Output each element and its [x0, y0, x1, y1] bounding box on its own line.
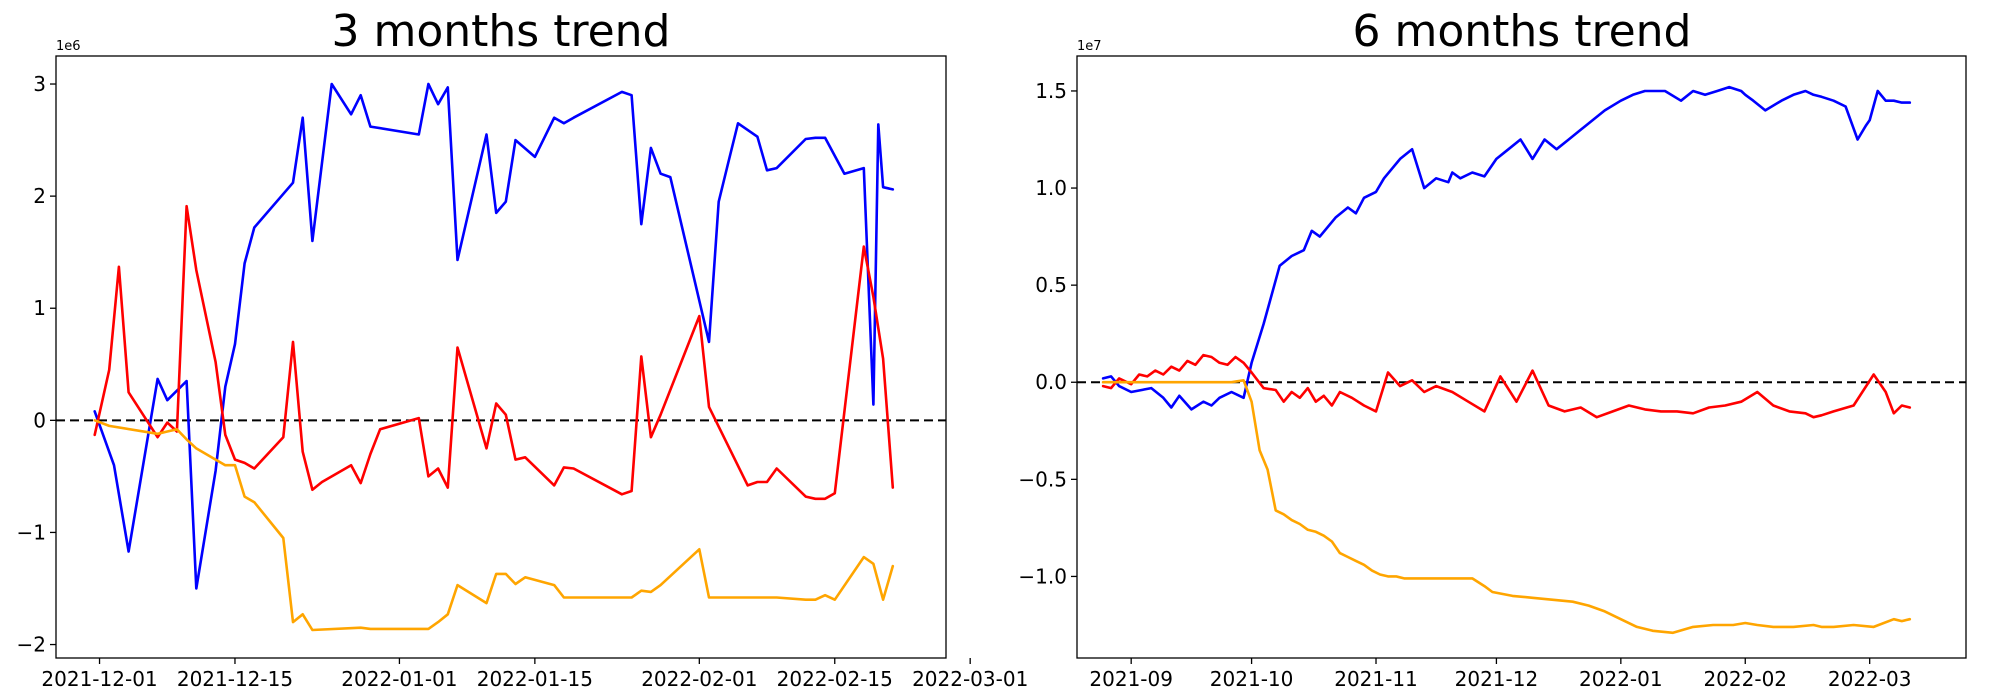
x-tick-label: 2021-09 — [1089, 667, 1173, 691]
x-tick-label: 2021-12-01 — [41, 667, 157, 691]
series-group — [1101, 85, 1912, 635]
y-tick-label: −1.0 — [1018, 564, 1067, 588]
y-tick-label: −1 — [17, 520, 46, 544]
y-tick-label: 1.0 — [1035, 176, 1067, 200]
chart-title: 6 months trend — [1353, 6, 1692, 57]
x-tick-label: 2021-10 — [1210, 667, 1294, 691]
x-tick-label: 2022-01-01 — [341, 667, 457, 691]
series-line-red — [93, 204, 895, 501]
x-tick-label: 2022-03-01 — [912, 667, 1028, 691]
y-tick-label: 0.5 — [1035, 273, 1067, 297]
series-line-orange — [1101, 378, 1912, 635]
chart-title: 3 months trend — [332, 6, 671, 57]
x-tick-label: 2022-01 — [1579, 667, 1663, 691]
series-line-orange — [93, 418, 895, 632]
y-axis-exponent: 1e6 — [56, 39, 81, 54]
x-tick-label: 2021-12-15 — [177, 667, 293, 691]
series-line-blue — [93, 82, 895, 590]
y-tick-label: −0.5 — [1018, 467, 1067, 491]
x-tick-label: 2022-02-15 — [777, 667, 893, 691]
x-tick-label: 2021-12 — [1455, 667, 1539, 691]
y-tick-label: 0.0 — [1035, 370, 1067, 394]
chart-6-months-trend: 6 months trend 1e7 −1.0 −0.5 0.0 0.5 1.0 1.5 2… — [1018, 6, 1967, 691]
x-tick-label: 2022-03 — [1828, 667, 1912, 691]
plot-frame — [55, 55, 947, 659]
x-tick-label: 2021-11 — [1334, 667, 1418, 691]
y-tick-label: 1.5 — [1035, 79, 1067, 103]
y-tick-label: 0 — [33, 408, 46, 432]
y-axis-exponent: 1e7 — [1077, 39, 1102, 54]
plot-frame — [1076, 55, 1967, 659]
series-line-blue — [1101, 85, 1912, 411]
x-tick-label: 2022-02-01 — [641, 667, 757, 691]
y-tick-label: 2 — [33, 184, 46, 208]
y-tick-label: −2 — [17, 633, 46, 657]
y-tick-label: 1 — [33, 296, 46, 320]
x-tick-label: 2022-01-15 — [477, 667, 593, 691]
chart-3-months-trend: 3 months trend 1e6 −2 −1 0 1 2 3 2021-12-01 202… — [17, 6, 1029, 691]
x-tick-label: 2022-02 — [1703, 667, 1787, 691]
series-group — [93, 82, 895, 632]
series-line-red — [1101, 353, 1912, 419]
y-tick-label: 3 — [33, 72, 46, 96]
